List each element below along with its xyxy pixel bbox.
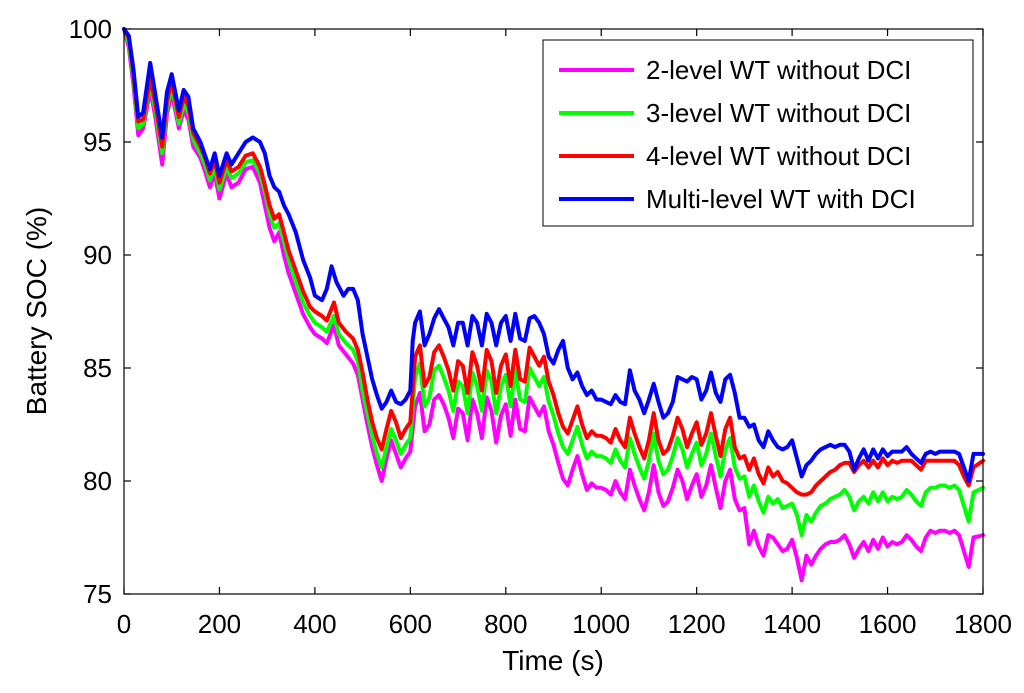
x-tick-label-4: 800	[484, 609, 527, 639]
y-tick-label-1: 80	[83, 466, 112, 496]
y-tick-label-5: 100	[69, 14, 112, 44]
axis-ticks: 0 200 400 600 800 1000 1200 1400 1600 1800 75 80 85 9…	[69, 14, 1012, 639]
plot-frame	[123, 28, 984, 595]
x-tick-label-0: 0	[117, 609, 131, 639]
y-tick-label-0: 75	[83, 579, 112, 609]
x-tick-label-2: 400	[293, 609, 336, 639]
x-tick-label-3: 600	[389, 609, 432, 639]
x-tick-label-8: 1600	[859, 609, 917, 639]
y-tick-label-4: 95	[83, 127, 112, 157]
x-axis-label: Time (s)	[502, 645, 604, 676]
legend: 2-level WT without DCI 3-level WT without…	[542, 39, 974, 227]
legend-label-2: 3-level WT without DCI	[646, 98, 911, 128]
x-tick-label-9: 1800	[954, 609, 1012, 639]
series-lines	[122, 27, 985, 583]
series-line-4	[122, 27, 985, 483]
y-tick-label-3: 90	[83, 240, 112, 270]
legend-label-1: 2-level WT without DCI	[646, 55, 911, 85]
x-tick-label-1: 200	[198, 609, 241, 639]
legend-label-4: Multi-level WT with DCI	[646, 184, 916, 214]
y-axis-label: Battery SOC (%)	[21, 207, 52, 415]
series-line-3	[122, 27, 985, 497]
x-tick-label-6: 1200	[668, 609, 726, 639]
series-line-1	[122, 27, 985, 583]
x-tick-label-5: 1000	[572, 609, 630, 639]
series-line-2	[122, 27, 985, 538]
x-tick-label-7: 1400	[763, 609, 821, 639]
legend-label-3: 4-level WT without DCI	[646, 141, 911, 171]
y-tick-label-2: 85	[83, 353, 112, 383]
